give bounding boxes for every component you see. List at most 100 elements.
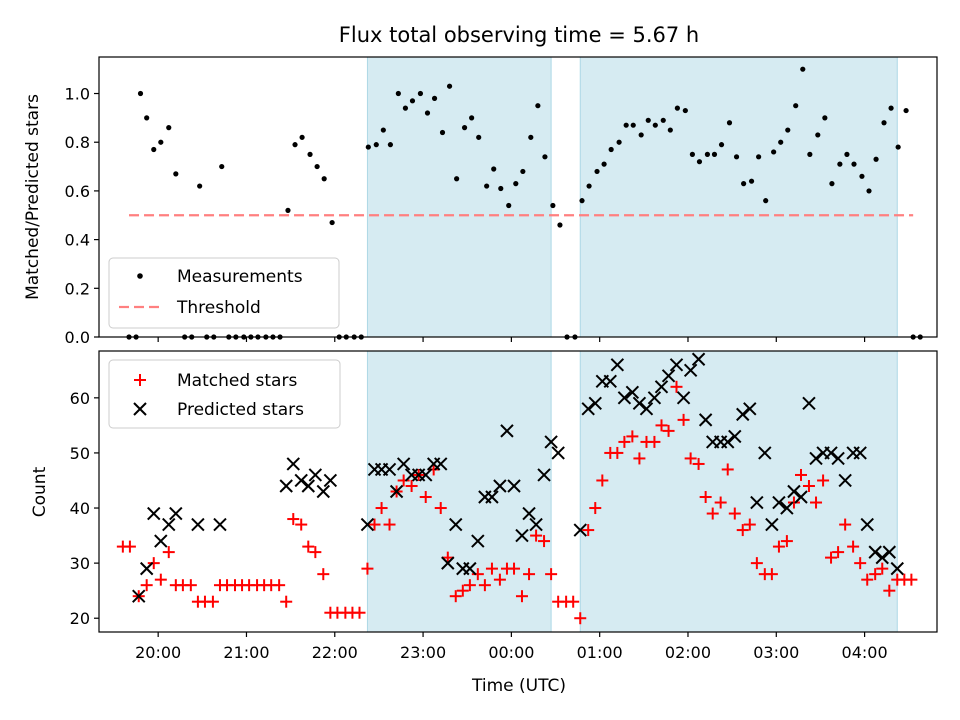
predicted-star-point bbox=[308, 468, 323, 482]
matched-star-point bbox=[154, 573, 167, 586]
matched-star-point bbox=[765, 568, 778, 581]
predicted-star-point bbox=[691, 352, 706, 366]
measurement-point bbox=[638, 132, 644, 138]
matched-star-point bbox=[795, 468, 808, 481]
matched-star-point bbox=[772, 540, 785, 553]
predicted-star-point bbox=[551, 446, 565, 460]
measurement-point bbox=[550, 202, 556, 209]
predicted-star-point bbox=[382, 462, 397, 477]
measurement-point bbox=[623, 122, 629, 128]
matched-star-point bbox=[633, 452, 646, 465]
matched-star-point bbox=[589, 502, 602, 515]
matched-star-point bbox=[530, 529, 543, 542]
predicted-star-point bbox=[639, 402, 654, 416]
measurement-point bbox=[402, 105, 409, 111]
matched-star-point bbox=[471, 568, 484, 581]
matched-star-point bbox=[162, 546, 175, 559]
matched-star-point bbox=[743, 518, 756, 531]
measurement-point bbox=[431, 95, 438, 101]
measurement-point bbox=[741, 181, 747, 187]
predicted-star-point bbox=[669, 358, 684, 372]
predicted-star-point bbox=[625, 385, 640, 400]
predicted-star-point bbox=[868, 545, 882, 559]
legend-threshold-label: Threshold bbox=[176, 298, 261, 318]
predicted-star-point bbox=[316, 484, 330, 499]
measurement-point bbox=[454, 176, 460, 182]
predicted-star-point bbox=[617, 391, 632, 405]
measurement-point bbox=[542, 154, 548, 160]
matched-stars-points bbox=[116, 380, 918, 625]
measurement-point bbox=[446, 83, 453, 89]
matched-star-point bbox=[692, 457, 705, 470]
top-y-tick-label: 0.8 bbox=[65, 133, 90, 152]
measurement-point bbox=[476, 134, 482, 140]
matched-star-point bbox=[434, 502, 447, 515]
measurement-point bbox=[888, 105, 894, 111]
predicted-star-point bbox=[449, 517, 463, 532]
predicted-star-point bbox=[154, 534, 168, 548]
measurement-point bbox=[844, 151, 850, 157]
matched-star-point bbox=[736, 524, 749, 537]
predicted-star-point bbox=[772, 495, 786, 510]
matched-star-point bbox=[309, 546, 322, 559]
top-observing-window-0 bbox=[366, 56, 552, 338]
predicted-star-point bbox=[683, 363, 698, 377]
measurement-point bbox=[807, 151, 813, 157]
measurement-point bbox=[785, 127, 791, 133]
legend-measurements-marker bbox=[137, 273, 143, 279]
measurement-point bbox=[387, 142, 394, 148]
measurement-point bbox=[903, 107, 909, 114]
predicted-star-point bbox=[500, 424, 514, 438]
predicted-star-point bbox=[529, 517, 543, 532]
matched-star-point bbox=[184, 579, 197, 592]
measurement-point bbox=[528, 134, 534, 140]
predicted-star-point bbox=[162, 517, 176, 532]
measurement-point bbox=[674, 105, 680, 111]
measurement-point bbox=[307, 151, 313, 157]
matched-star-point bbox=[706, 507, 719, 520]
x-tick-label: 04:00 bbox=[842, 643, 888, 662]
predicted-star-point bbox=[875, 550, 889, 565]
top-x-ticks bbox=[157, 337, 866, 342]
matched-star-point bbox=[721, 463, 734, 476]
measurement-point bbox=[586, 183, 592, 189]
predicted-star-point bbox=[676, 391, 691, 405]
x-axis-label: Time (UTC) bbox=[471, 676, 566, 696]
predicted-star-point bbox=[485, 490, 499, 504]
predicted-star-point bbox=[573, 523, 587, 537]
measurement-point bbox=[173, 171, 179, 177]
predicted-star-point bbox=[169, 506, 183, 521]
predicted-star-point bbox=[838, 473, 852, 488]
matched-star-point bbox=[618, 435, 631, 448]
predicted-star-point bbox=[132, 589, 146, 603]
predicted-star-point bbox=[139, 561, 154, 576]
bottom-y-tick-label: 40 bbox=[70, 499, 90, 518]
measurement-point bbox=[866, 188, 872, 194]
matched-star-point bbox=[847, 540, 860, 553]
predicted-stars-points bbox=[132, 352, 904, 603]
predicted-star-point bbox=[794, 490, 808, 504]
measurement-point bbox=[166, 125, 172, 131]
predicted-star-point bbox=[515, 528, 529, 543]
matched-star-point bbox=[854, 557, 867, 570]
matched-star-point bbox=[206, 595, 219, 608]
matched-star-point bbox=[626, 430, 639, 443]
matched-star-point bbox=[405, 479, 418, 492]
measurement-point bbox=[718, 142, 725, 148]
matched-star-point bbox=[861, 573, 874, 586]
measurement-points bbox=[126, 66, 923, 340]
measurement-point bbox=[851, 161, 857, 167]
predicted-star-point bbox=[191, 517, 205, 532]
x-tick-label: 01:00 bbox=[577, 643, 623, 662]
top-legend-box bbox=[108, 257, 340, 329]
measurement-point bbox=[292, 142, 298, 148]
measurement-point bbox=[800, 66, 806, 72]
measurement-point bbox=[219, 163, 225, 170]
predicted-star-point bbox=[286, 457, 300, 471]
predicted-star-point bbox=[294, 473, 308, 488]
legend-matched-marker bbox=[134, 374, 146, 386]
legend-measurements-label: Measurements bbox=[177, 267, 303, 287]
matched-star-point bbox=[876, 562, 889, 575]
predicted-star-point bbox=[507, 479, 521, 493]
